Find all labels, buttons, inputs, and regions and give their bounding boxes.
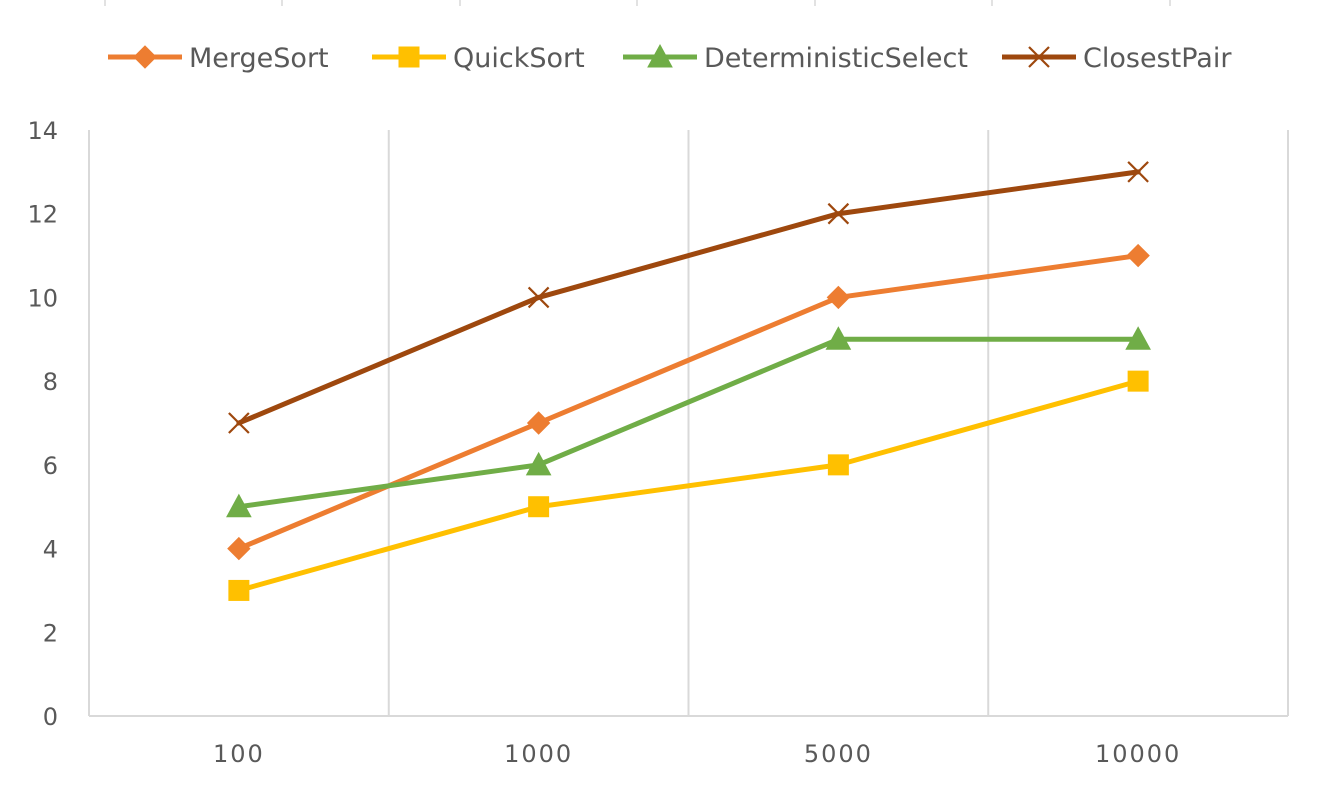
y-tick-label: 0	[43, 703, 58, 731]
data-point-quicksort	[827, 454, 849, 476]
series-quicksort	[228, 370, 1149, 601]
data-point-deterministicselect	[525, 451, 552, 476]
data-point-quicksort	[1127, 370, 1149, 392]
data-point-mergesort	[1126, 243, 1150, 268]
series-line-deterministicselect	[236, 336, 1141, 510]
legend-item-closestpair: ClosestPair	[1002, 43, 1232, 74]
legend-item-mergesort: MergeSort	[108, 43, 329, 74]
data-point-mergesort	[227, 536, 251, 561]
y-tick-label: 8	[43, 368, 58, 396]
data-point-deterministicselect	[825, 326, 852, 350]
data-point-deterministicselect	[226, 493, 252, 518]
data-point-mergesort	[526, 411, 551, 435]
marker-stroke	[827, 202, 850, 225]
legend: MergeSort QuickSort DeterministicSelect Clo…	[108, 43, 1232, 74]
legend-item-quicksort: QuickSort	[372, 43, 585, 74]
y-tick-label: 14	[27, 117, 58, 145]
grid-lines	[88, 130, 1289, 716]
data-point-closestpair	[527, 286, 550, 309]
y-tick-label: 4	[43, 536, 58, 564]
y-tick-label: 10	[27, 284, 58, 312]
legend-label: QuickSort	[453, 43, 585, 74]
series-line-closestpair	[236, 169, 1141, 426]
series-line-quicksort	[236, 378, 1141, 593]
legend-label: MergeSort	[189, 43, 329, 74]
x-tick-label: 10000	[1095, 740, 1181, 768]
x-tick-label: 100	[213, 740, 265, 768]
x-tick-label: 5000	[804, 740, 873, 768]
y-tick-label: 2	[43, 619, 58, 647]
series-closestpair	[228, 161, 1149, 434]
data-point-mergesort	[826, 285, 851, 310]
data-point-closestpair	[827, 202, 850, 225]
marker-stroke	[1127, 161, 1149, 183]
data-point-closestpair	[1127, 161, 1149, 183]
data-point-deterministicselect	[1125, 326, 1151, 350]
y-tick-label: 6	[43, 452, 58, 480]
legend-label: DeterministicSelect	[704, 43, 968, 74]
legend-label: ClosestPair	[1083, 43, 1232, 74]
marker-stroke	[527, 286, 550, 309]
legend-item-deterministicselect: DeterministicSelect	[623, 43, 968, 74]
chart-border-top	[104, 0, 1171, 6]
y-tick-label: 12	[27, 201, 58, 229]
data-point-quicksort	[528, 496, 550, 518]
legend-marker	[398, 46, 420, 68]
legend-marker	[133, 45, 157, 69]
axes: 0 2 4 6 8 10 12 14 100 1000 5000 10000	[27, 117, 1288, 768]
legend-marker	[1028, 46, 1050, 68]
legend-marker	[647, 43, 673, 68]
x-tick-label: 1000	[504, 740, 573, 768]
marker-stroke	[1028, 46, 1050, 68]
data-point-closestpair	[228, 412, 250, 434]
series-deterministicselect	[226, 326, 1151, 518]
marker-stroke	[228, 412, 250, 434]
data-point-quicksort	[228, 579, 250, 601]
series-layer	[226, 161, 1151, 601]
